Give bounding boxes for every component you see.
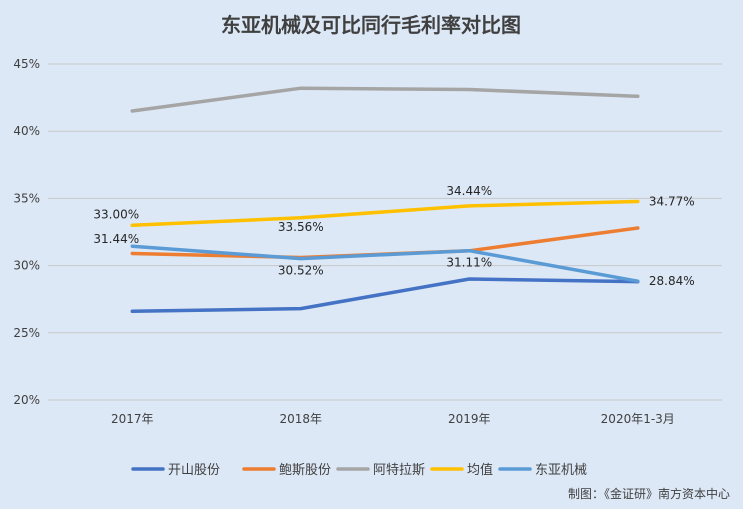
y-axis-ticks: 20% 25% 30% 35% 40% 45% xyxy=(13,57,40,407)
x-tick-label: 2017年 xyxy=(111,412,154,426)
data-label: 28.84% xyxy=(649,274,695,288)
legend-label: 鲍斯股份 xyxy=(279,463,331,478)
data-label: 31.44% xyxy=(93,232,139,246)
data-label: 33.56% xyxy=(278,220,324,234)
legend-label: 均值 xyxy=(467,462,493,478)
data-label: 34.44% xyxy=(446,184,492,198)
credit-text: 制图：《金证研》南方资本中心 xyxy=(568,486,730,501)
x-tick-label: 2018年 xyxy=(279,412,322,426)
y-tick-label: 35% xyxy=(13,191,40,205)
series-line-3 xyxy=(130,199,640,228)
x-tick-label: 2019年 xyxy=(448,412,491,426)
grid-lines xyxy=(48,63,722,401)
data-label: 34.77% xyxy=(649,194,695,208)
y-tick-label: 45% xyxy=(13,57,40,71)
series-lines xyxy=(130,86,640,314)
legend-label: 阿特拉斯 xyxy=(373,463,425,478)
legend-label: 东亚机械 xyxy=(535,463,587,478)
legend-label: 开山股份 xyxy=(168,463,220,478)
data-label: 31.11% xyxy=(446,256,492,270)
data-label: 33.00% xyxy=(93,207,139,221)
data-labels: 33.00% 33.56% 34.44% 34.77% 31.44% 30.52% 31.1… xyxy=(93,184,694,288)
x-tick-label: 2020年1-3月 xyxy=(601,412,675,426)
y-tick-label: 25% xyxy=(13,326,40,340)
x-axis-ticks: 2017年 2018年 2019年 2020年1-3月 xyxy=(111,412,675,426)
y-tick-label: 20% xyxy=(13,393,40,407)
series-line-4 xyxy=(130,244,640,283)
legend: 开山股份 鲍斯股份 阿特拉斯 均值 东亚机械 xyxy=(131,462,587,478)
series-line-0 xyxy=(130,277,640,314)
series-line-2 xyxy=(130,86,640,113)
chart-title: 东亚机械及可比同行毛利率对比图 xyxy=(221,13,521,37)
data-label: 30.52% xyxy=(278,264,324,278)
y-tick-label: 40% xyxy=(13,124,40,138)
y-tick-label: 30% xyxy=(13,259,40,273)
